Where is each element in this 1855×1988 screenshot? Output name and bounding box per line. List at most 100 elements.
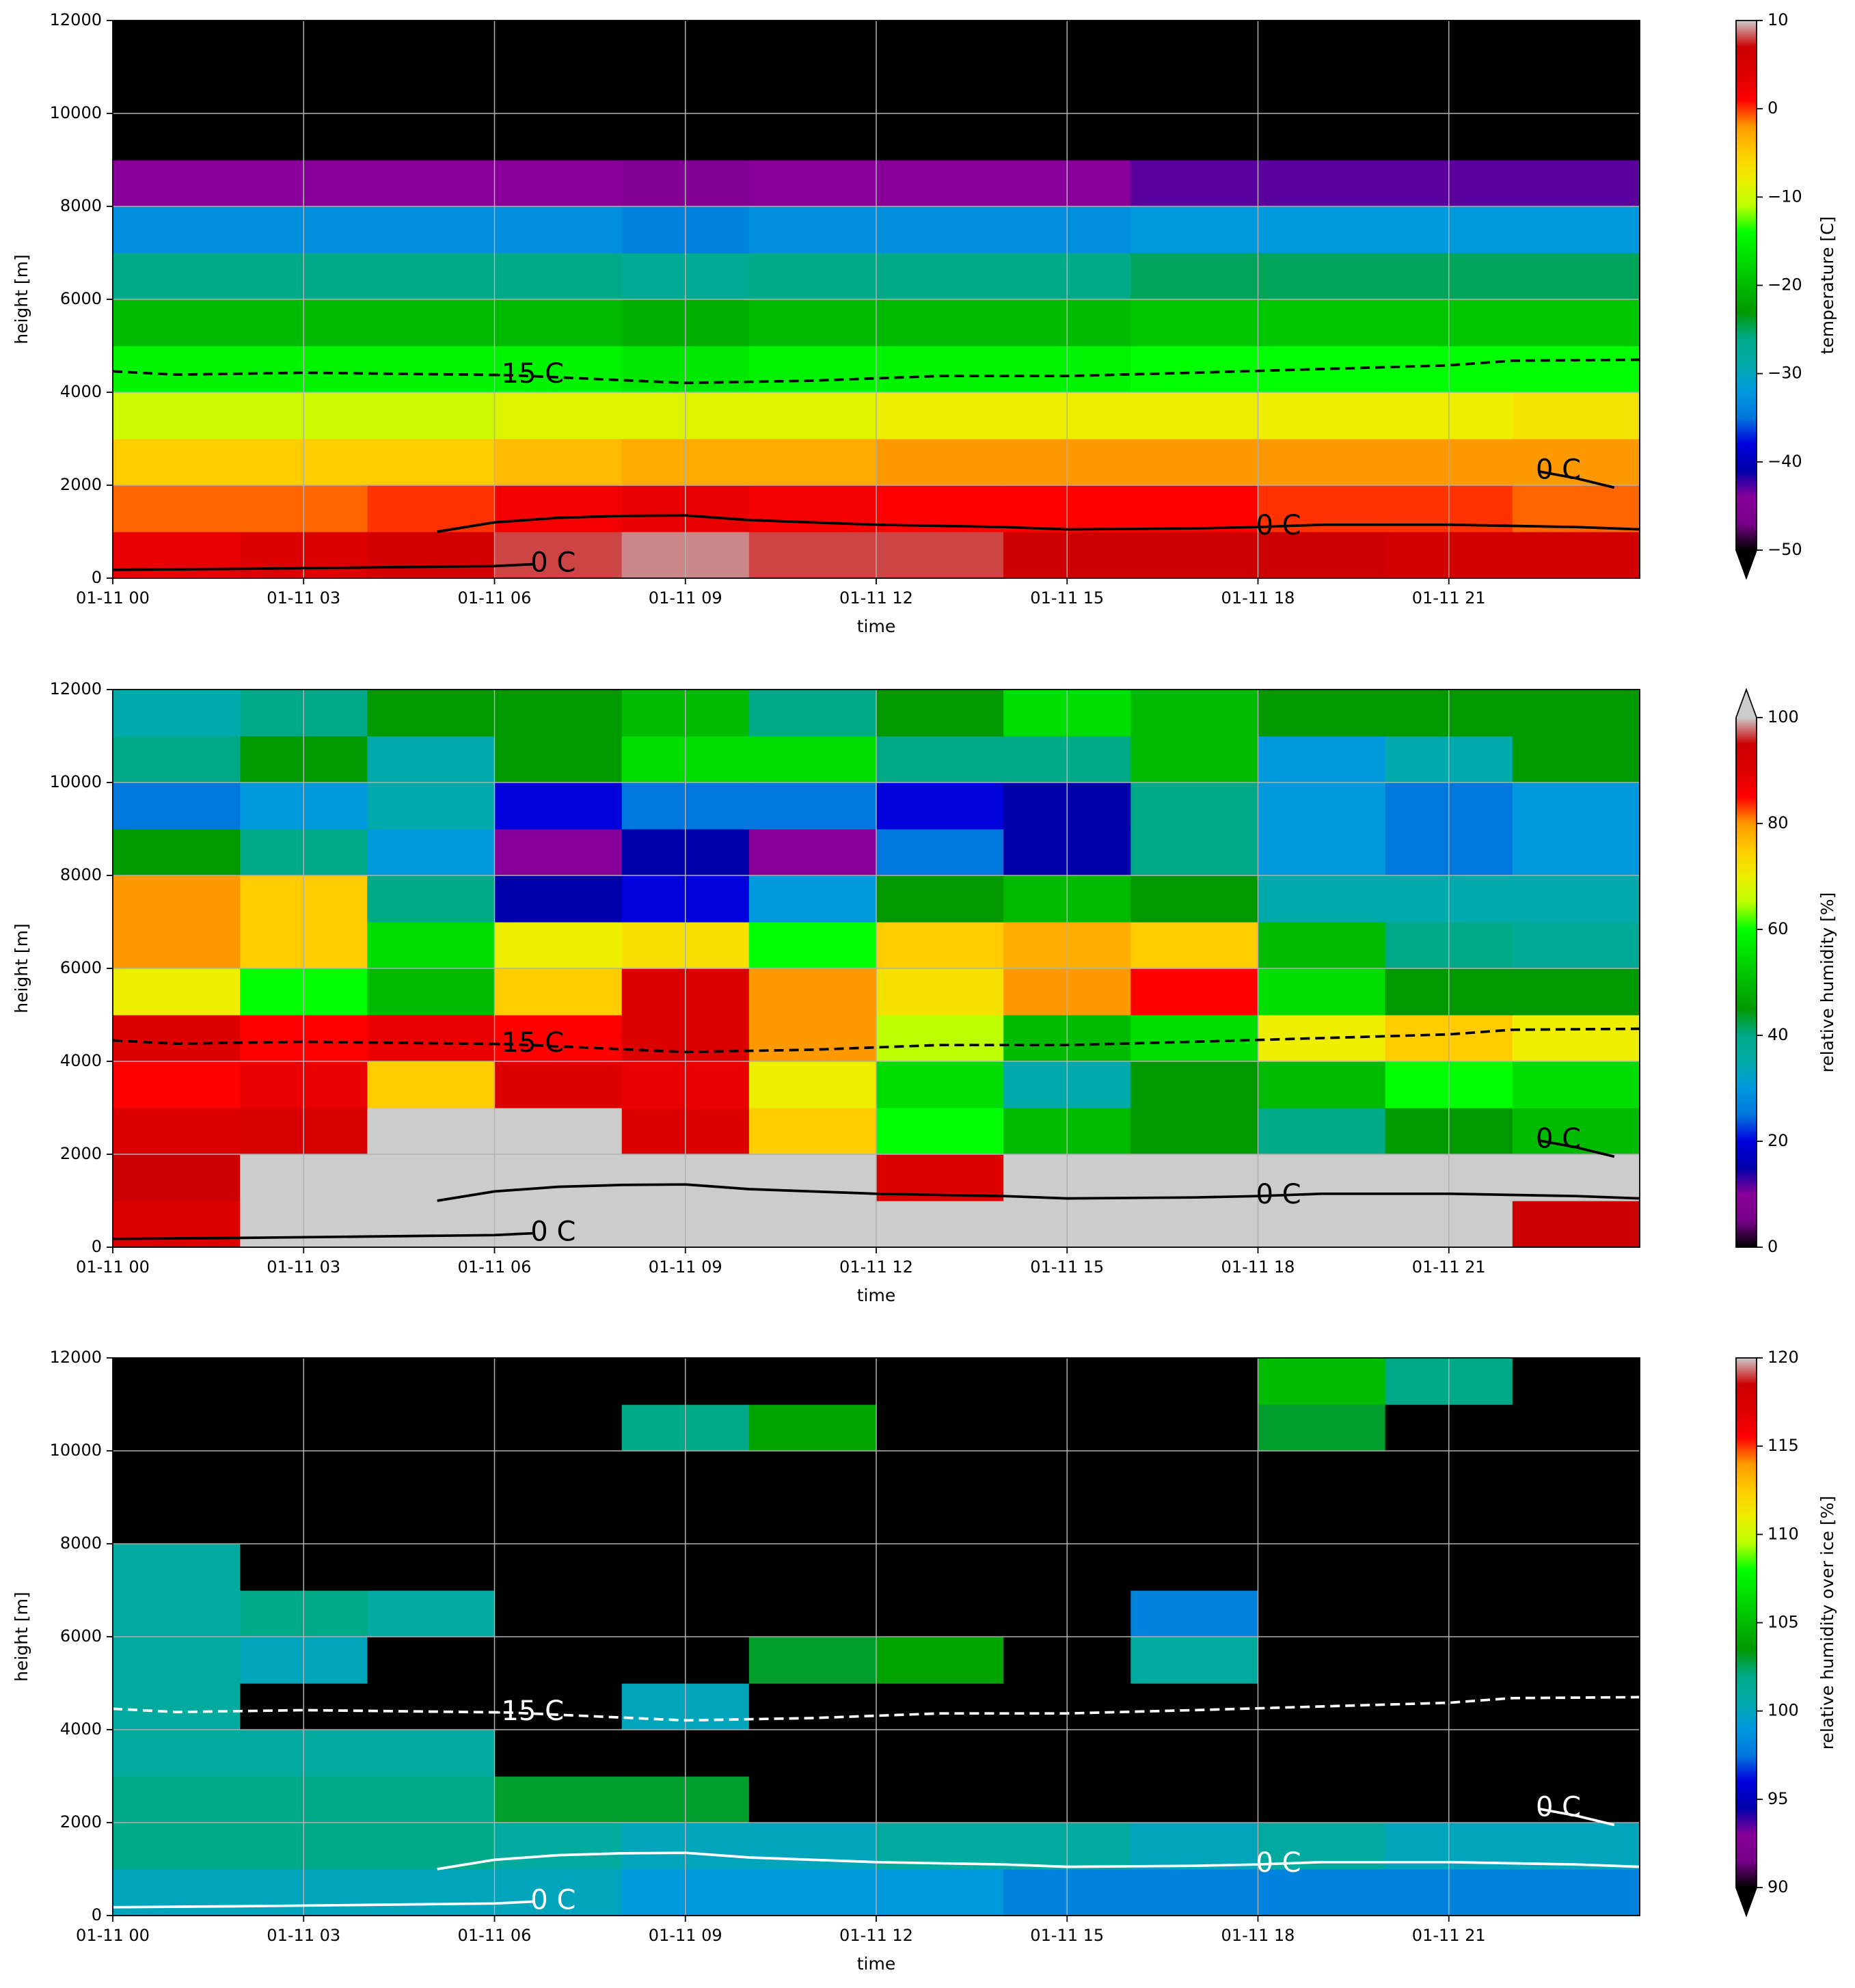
y-tick-label: 8000 <box>60 865 102 884</box>
heatmap-cell <box>876 1201 1004 1247</box>
heatmap-cell <box>494 1154 623 1201</box>
heatmap-cell <box>876 922 1004 969</box>
x-tick-label: 01-11 18 <box>1221 1926 1295 1945</box>
heatmap-cell <box>1258 875 1386 923</box>
heatmap-cell <box>876 1590 1004 1637</box>
colorbar-label: temperature [C] <box>1817 216 1837 354</box>
heatmap-cell <box>1130 1061 1259 1108</box>
heatmap-cell <box>494 1404 623 1452</box>
heatmap-cell <box>748 1730 877 1777</box>
heatmap-cell <box>494 922 623 969</box>
heatmap-cell <box>748 67 877 114</box>
colorbar-frame <box>1735 687 1757 1248</box>
x-tick-label: 01-11 12 <box>839 588 913 608</box>
x-axis-label: time <box>857 1285 895 1305</box>
y-tick-label: 0 <box>92 568 102 587</box>
heatmap-cell <box>1130 113 1259 161</box>
y-tick-label: 0 <box>92 1237 102 1256</box>
heatmap-cell <box>1258 1590 1386 1637</box>
y-axis-label: height [m] <box>12 1592 31 1682</box>
heatmap-cell <box>1512 1201 1640 1247</box>
heatmap-cell <box>748 1776 877 1823</box>
colorbar-frame <box>1735 1357 1757 1918</box>
heatmap-cell <box>1512 1869 1640 1916</box>
heatmap-cell <box>876 392 1004 439</box>
heatmap-cell <box>1258 439 1386 486</box>
y-tick-label: 4000 <box>60 1719 102 1739</box>
contour-label: 0 C <box>1536 1792 1581 1823</box>
heatmap-cell <box>748 1404 877 1452</box>
heatmap-cell <box>876 439 1004 486</box>
heatmap-cell <box>494 875 623 923</box>
heatmap-cell <box>1512 1497 1640 1544</box>
heatmap-cell <box>367 968 496 1016</box>
heatmap-cell <box>113 1201 241 1247</box>
heatmap-cell <box>494 439 623 486</box>
heatmap-cell <box>1512 690 1640 737</box>
heatmap-cell <box>748 1683 877 1730</box>
contour-line <box>113 1807 1640 1909</box>
heatmap-cell <box>876 532 1004 578</box>
heatmap-cell <box>1130 782 1259 830</box>
heatmap-cell <box>367 1451 496 1498</box>
heatmap-cell <box>1130 922 1259 969</box>
heatmap-cell <box>1512 1823 1640 1870</box>
heatmap-cell <box>876 1683 1004 1730</box>
heatmap-cell <box>367 1823 496 1870</box>
heatmap-cell <box>876 253 1004 300</box>
heatmap-cell <box>1512 1404 1640 1452</box>
heatmap-cell <box>367 922 496 969</box>
heatmap-cell <box>494 1637 623 1684</box>
heatmap-cell <box>1258 1404 1386 1452</box>
colorbar-tick-label: 100 <box>1768 707 1799 726</box>
heatmap-cell <box>113 392 241 439</box>
heatmap-cell <box>1512 829 1640 876</box>
heatmap-cell <box>494 346 623 393</box>
heatmap-cell <box>113 253 241 300</box>
heatmap-cell <box>876 1015 1004 1062</box>
heatmap-cell <box>113 485 241 532</box>
contour-label: 0 C <box>530 1216 576 1248</box>
colorbar <box>1736 718 1757 1247</box>
heatmap-cell <box>1258 922 1386 969</box>
x-tick-label: 01-11 06 <box>458 1257 532 1277</box>
heatmap-cell <box>367 690 496 737</box>
heatmap-cell <box>367 346 496 393</box>
colorbar-tick-label: −20 <box>1768 275 1802 295</box>
heatmap-cell <box>113 829 241 876</box>
heatmap-cell <box>1130 1544 1259 1591</box>
heatmap-cell <box>367 299 496 346</box>
heatmap-cell <box>367 875 496 923</box>
colorbar-tick-label: 95 <box>1768 1789 1789 1808</box>
heatmap-cell <box>1130 1497 1259 1544</box>
colorbar <box>1736 21 1757 550</box>
heatmap-cell <box>876 1358 1004 1405</box>
heatmap-cell <box>876 875 1004 923</box>
heatmap-cell <box>1512 113 1640 161</box>
heatmap-cell <box>1258 736 1386 783</box>
heatmap-cell <box>1130 736 1259 783</box>
y-tick-label: 2000 <box>60 475 102 494</box>
x-tick-label: 01-11 18 <box>1221 1257 1295 1277</box>
contour-line <box>113 1027 1640 1054</box>
colorbar-tick-label: −30 <box>1768 364 1802 383</box>
heatmap-cell <box>367 1358 496 1405</box>
heatmap-cell <box>748 113 877 161</box>
heatmap-cell <box>1258 299 1386 346</box>
heatmap-cell <box>1130 21 1259 68</box>
heatmap-cell <box>367 532 496 578</box>
heatmap-cell <box>1130 1730 1259 1777</box>
colorbar-extend <box>1736 1888 1757 1916</box>
heatmap-cell <box>1512 21 1640 68</box>
heatmap-cell <box>113 1730 241 1777</box>
x-axis-label: time <box>857 1954 895 1974</box>
heatmap-cell <box>367 1061 496 1108</box>
heatmap-cell <box>1130 1358 1259 1405</box>
colorbar-label: relative humidity over ice [%] <box>1817 1496 1837 1750</box>
heatmap-cell <box>494 690 623 737</box>
y-axis-label: height [m] <box>12 923 31 1013</box>
heatmap-cell <box>367 1154 496 1201</box>
heatmap-cell <box>748 1358 877 1405</box>
x-tick-label: 01-11 03 <box>267 1926 340 1945</box>
heatmap-cell <box>1258 1497 1386 1544</box>
